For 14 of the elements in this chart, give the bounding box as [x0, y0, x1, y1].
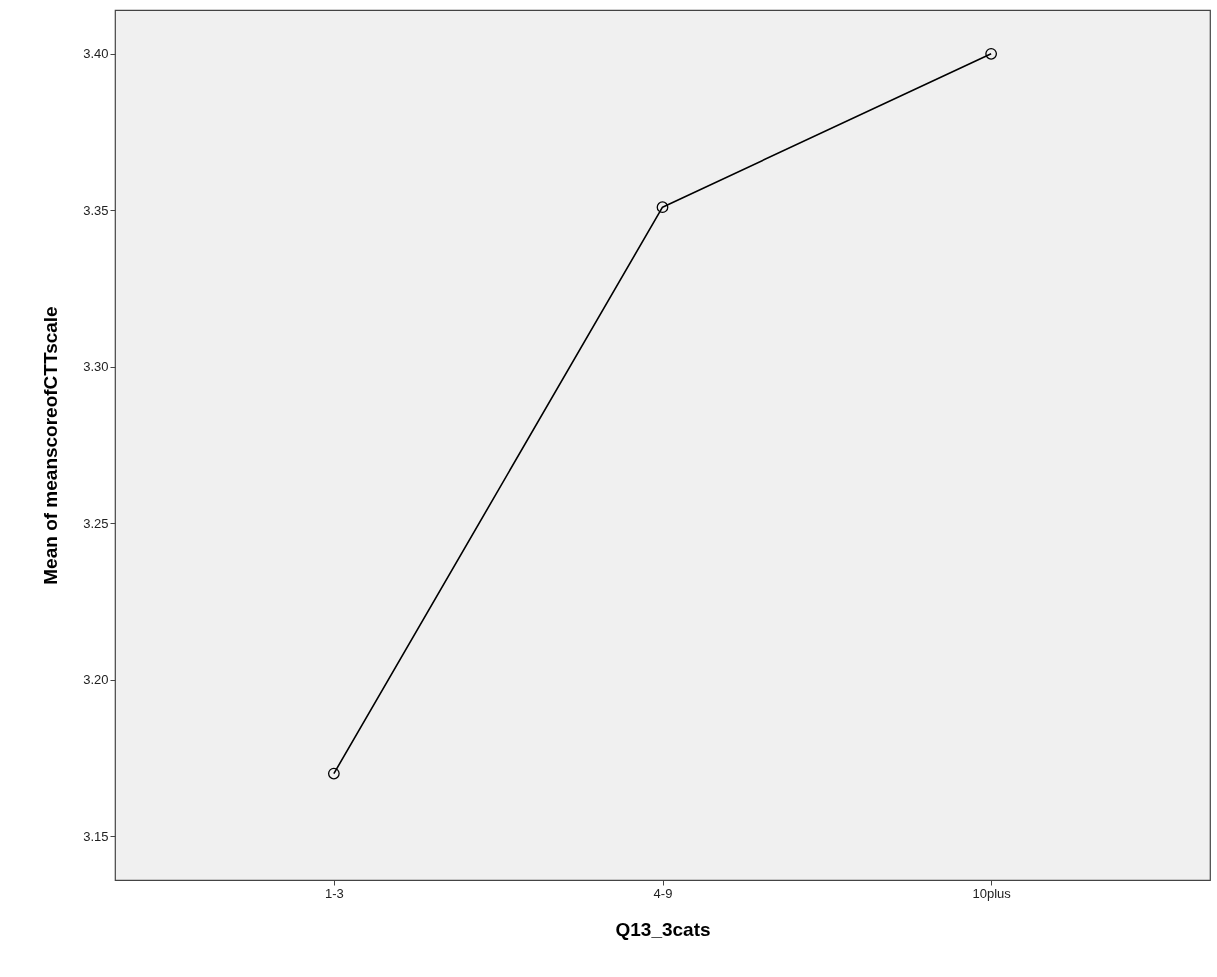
y-tick-label: 3.25	[83, 515, 109, 531]
point	[327, 767, 340, 780]
y-tick-label: 3.35	[83, 202, 109, 218]
y-tick-label: 3.40	[83, 46, 109, 62]
point	[656, 201, 669, 214]
y-tick-label: 3.20	[83, 672, 109, 688]
y-tick-label: 3.30	[83, 359, 109, 375]
y-tick-label: 3.15	[83, 828, 109, 844]
x-tick-label: 10plus	[972, 885, 1012, 901]
x-axis-title: Q13_3cats	[615, 918, 711, 940]
point	[985, 47, 998, 60]
y-axis-title: Mean of meanscoreofCTTscale	[40, 306, 62, 585]
x-tick-label: 4-9	[653, 885, 673, 901]
x-tick-label: 1-3	[324, 885, 344, 901]
